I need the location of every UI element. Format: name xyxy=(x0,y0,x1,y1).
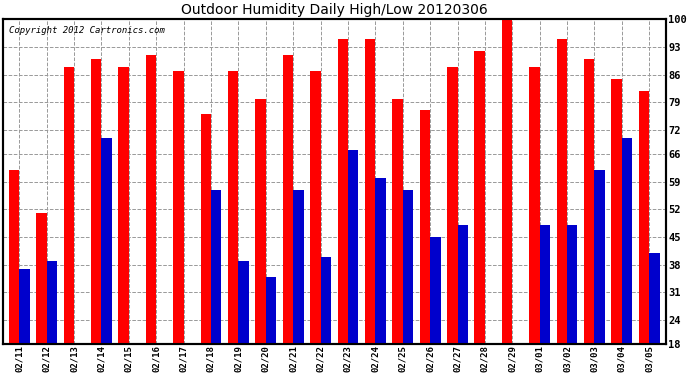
Bar xyxy=(348,150,358,344)
Bar xyxy=(293,190,304,344)
Bar xyxy=(611,79,622,344)
Bar xyxy=(457,225,468,344)
Text: Copyright 2012 Cartronics.com: Copyright 2012 Cartronics.com xyxy=(10,26,166,35)
Bar xyxy=(19,269,30,344)
Bar xyxy=(337,39,348,344)
Bar xyxy=(321,257,331,344)
Bar xyxy=(502,20,512,344)
Bar xyxy=(639,91,649,344)
Bar xyxy=(101,138,112,344)
Bar xyxy=(201,114,211,344)
Bar xyxy=(91,59,101,344)
Bar xyxy=(173,71,184,344)
Bar xyxy=(310,71,321,344)
Bar xyxy=(211,190,221,344)
Bar xyxy=(266,277,276,344)
Bar xyxy=(63,67,74,344)
Bar xyxy=(557,39,567,344)
Bar xyxy=(430,237,440,344)
Bar xyxy=(403,190,413,344)
Bar xyxy=(238,261,249,344)
Bar xyxy=(595,170,605,344)
Bar xyxy=(475,51,485,344)
Bar xyxy=(529,67,540,344)
Bar xyxy=(255,99,266,344)
Bar xyxy=(375,178,386,344)
Bar xyxy=(47,261,57,344)
Bar xyxy=(283,55,293,344)
Title: Outdoor Humidity Daily High/Low 20120306: Outdoor Humidity Daily High/Low 20120306 xyxy=(181,3,488,17)
Bar xyxy=(540,225,550,344)
Bar xyxy=(228,71,238,344)
Bar xyxy=(567,225,578,344)
Bar xyxy=(393,99,403,344)
Bar xyxy=(36,213,47,344)
Bar xyxy=(622,138,632,344)
Bar xyxy=(584,59,595,344)
Bar xyxy=(146,55,156,344)
Bar xyxy=(649,253,660,344)
Bar xyxy=(365,39,375,344)
Bar xyxy=(447,67,457,344)
Bar xyxy=(119,67,129,344)
Bar xyxy=(9,170,19,344)
Bar xyxy=(420,110,430,344)
